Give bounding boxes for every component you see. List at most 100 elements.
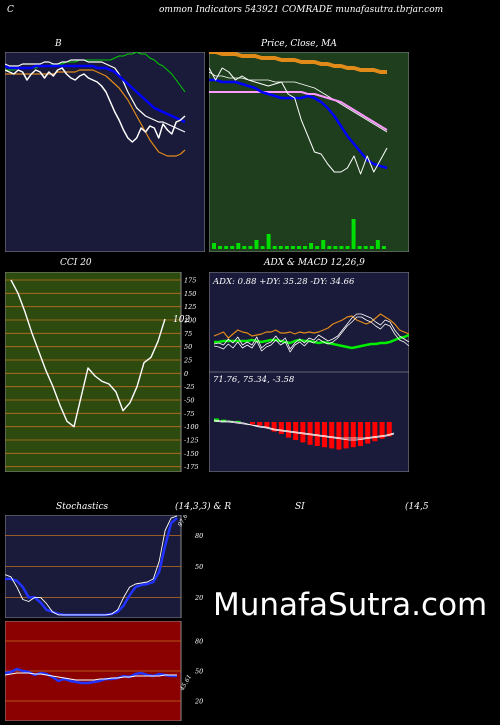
bollinger-series-line-2 [5, 64, 186, 124]
volume-bar [327, 246, 332, 249]
volume-bar [375, 240, 380, 249]
volume-bar [230, 246, 235, 249]
adx-series-line-1 [214, 333, 409, 350]
volume-bar [345, 246, 350, 249]
rsi-title: SI [295, 502, 305, 512]
cci-background [5, 272, 182, 472]
volume-bar [212, 243, 216, 249]
volume-bar [333, 246, 338, 249]
cci-tick-label: -100 [184, 423, 199, 431]
cci-tick-label: -150 [184, 450, 199, 458]
bollinger-background [5, 52, 205, 252]
volume-bar [248, 246, 253, 249]
volume-bar [290, 246, 295, 249]
rsi-line [5, 667, 177, 685]
stoch-tick-label: 20 [194, 594, 203, 602]
macd-hist-bar [372, 422, 378, 442]
stoch-tick-label: 80 [195, 532, 203, 540]
adx-series-line-2 [213, 313, 409, 350]
volume-bar [272, 246, 277, 249]
price-series-line-3 [209, 78, 388, 170]
macd-hist-bar [250, 422, 255, 425]
volume-bar [236, 243, 241, 249]
cci-tick-label: 125 [184, 303, 196, 311]
macd-hist-bar [386, 422, 392, 437]
macd-readout: 71.76, 75.34, -3.58 [213, 375, 295, 385]
cci-tick-label: -75 [184, 410, 194, 418]
cci-tick-label: 175 [184, 277, 196, 285]
volume-bar [309, 243, 314, 249]
bollinger-series-line-0 [5, 52, 186, 93]
cci-chart: 175 150 125 100 75 50 25 0 -25 -50 -75 -100 -125 -150… [5, 272, 199, 472]
macd-hist-bar [329, 422, 335, 449]
rsi-tick-label: 80 [195, 638, 203, 646]
cci-tick-label: 25 [183, 357, 192, 365]
macd-hist-bar [271, 422, 277, 432]
volume-bar [363, 246, 368, 249]
volume-bar [284, 246, 289, 249]
volume-bar [296, 246, 301, 249]
adx-readout: ADX: 0.88 +DY: 35.28 -DY: 34.66 [212, 277, 355, 287]
cci-tick-label: -175 [184, 463, 199, 471]
macd-hist-bar [300, 422, 306, 443]
cci-title: CCI 20 [60, 258, 92, 268]
bollinger-series-line-1 [5, 59, 186, 133]
rsi-params: (14,5 [405, 502, 429, 512]
bollinger-chart [5, 52, 205, 252]
macd-hist-bar [257, 422, 263, 426]
macd-series-line-1 [213, 420, 395, 439]
macd-hist-bar [343, 422, 349, 449]
macd-hist-bar [278, 422, 284, 434]
volume-bar [224, 246, 229, 249]
page-header: ommon Indicators 543921 COMRADE munafasu… [159, 5, 444, 15]
macd-hist-bar [307, 422, 313, 445]
price-series-line-2 [209, 91, 388, 131]
cci-tick-label: 150 [184, 290, 196, 298]
volume-bar [254, 240, 259, 249]
macd-hist-bar [336, 422, 342, 450]
price-title: Price, Close, MA [261, 39, 337, 49]
volume-bar [218, 246, 223, 249]
volume-bar [321, 240, 326, 249]
cci-tick-label: 50 [184, 343, 192, 351]
price-series-line-4 [209, 67, 388, 175]
cci-tick-label: 100 [184, 317, 196, 325]
macd-hist-bar [358, 422, 363, 446]
volume-bar [260, 246, 265, 249]
macd-hist-bar [235, 420, 241, 422]
macd-hist-bar [286, 422, 291, 438]
volume-bar [381, 246, 386, 249]
adx-series-line-3 [213, 316, 409, 353]
macd-hist-bar [264, 422, 270, 428]
macd-series-line-0 [213, 419, 395, 441]
stoch-tick-label: 50 [195, 563, 203, 571]
volume-bar [315, 246, 320, 249]
volume-bar [339, 246, 344, 249]
watermark: MunafaSutra.com [213, 587, 488, 623]
adx-macd-chart: ADX: 0.88 +DY: 35.28 -DY: 34.66 71.76, 75… [209, 272, 409, 472]
macd-hist-bar [365, 422, 371, 444]
price-series-line-0 [209, 52, 387, 74]
macd-hist-bar [314, 422, 320, 446]
volume-bar [278, 246, 283, 249]
volume-bar [351, 219, 356, 249]
cci-tick-label: 0 [184, 370, 188, 378]
cci-tick-label: -25 [184, 383, 194, 391]
cci-tick-label: -125 [184, 437, 199, 445]
corner-letter: C [7, 5, 14, 15]
volume-bar [303, 246, 308, 249]
macd-hist-bar [293, 422, 299, 440]
rsi-tick-label: 20 [194, 698, 203, 706]
volume-bar [357, 246, 362, 249]
cci-line [10, 279, 166, 428]
macd-hist-bar [379, 422, 385, 439]
bollinger-series-line-4 [5, 67, 186, 143]
cci-tick-label: -50 [184, 397, 194, 405]
volume-bar [266, 234, 271, 249]
stoch-d-line [5, 515, 178, 616]
adx-series-line-0 [213, 313, 409, 339]
bollinger-title: B [55, 39, 62, 49]
rsi-ma-line [5, 672, 177, 681]
stoch-params: (14,3,3) & R [175, 502, 232, 512]
